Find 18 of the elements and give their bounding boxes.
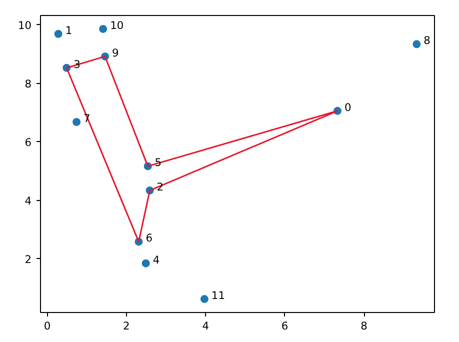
annotation: 4 — [152, 253, 160, 266]
annotation: 8 — [424, 34, 431, 48]
annotation: 1 — [65, 24, 72, 37]
annotation: 6 — [146, 232, 153, 245]
x-tick-label: 6 — [281, 320, 288, 332]
x-tick-label: 8 — [360, 320, 368, 332]
y-tick-label: 4 — [24, 194, 32, 208]
annotation: 10 — [110, 18, 124, 32]
y-tick-label: 8 — [24, 77, 32, 90]
annotation: 0 — [344, 100, 352, 114]
y-tick-label: 10 — [18, 18, 32, 32]
x-tick-label: 4 — [202, 320, 210, 332]
x-tick-label: 2 — [123, 320, 130, 332]
annotation: 11 — [211, 289, 225, 302]
y-tick-label: 6 — [24, 136, 32, 149]
annotation: 9 — [112, 46, 120, 60]
x-tick-label: 0 — [44, 320, 51, 332]
y-tick-label: 2 — [24, 252, 32, 266]
